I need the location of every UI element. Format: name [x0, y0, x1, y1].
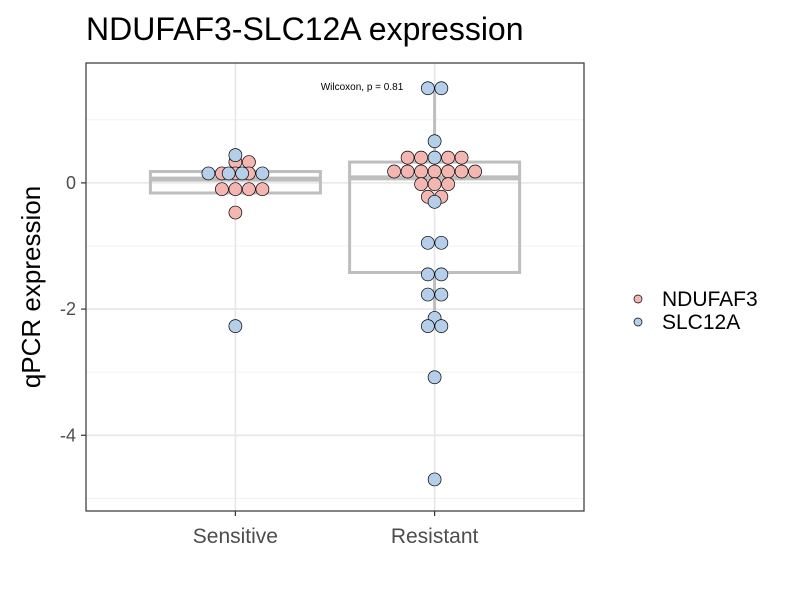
data-point-ndufaf3 — [242, 182, 256, 197]
plot-panel — [86, 63, 584, 511]
data-point-ndufaf3 — [427, 164, 442, 179]
data-point-ndufaf3 — [414, 150, 428, 165]
data-point-slc12a — [434, 235, 449, 250]
grid-minor — [86, 119, 584, 499]
data-point-ndufaf3 — [414, 164, 428, 179]
data-point-ndufaf3 — [387, 164, 401, 179]
stat-annotation: Wilcoxon, p = 0.81 — [321, 82, 404, 93]
y-tick-label: -2 — [60, 299, 76, 319]
data-point-ndufaf3 — [414, 177, 428, 191]
y-tick-label: -4 — [60, 425, 76, 445]
x-tick-label: Resistant — [391, 525, 479, 548]
data-point-slc12a — [421, 81, 435, 96]
data-point-slc12a — [434, 287, 449, 302]
legend-label-ndufaf3: NDUFAF3 — [662, 288, 758, 311]
y-tick-label: 0 — [66, 173, 76, 193]
data-point-slc12a — [201, 166, 216, 181]
data-point-slc12a — [434, 81, 449, 96]
data-point-slc12a — [421, 287, 435, 302]
data-point-slc12a — [434, 319, 449, 333]
x-tick-label: Sensitive — [193, 525, 278, 548]
data-point-ndufaf3 — [427, 177, 442, 191]
data-point-slc12a — [228, 319, 243, 333]
data-point-ndufaf3 — [441, 164, 455, 179]
data-point-slc12a — [228, 148, 243, 162]
data-point-ndufaf3 — [454, 150, 469, 165]
data-point-slc12a — [427, 472, 442, 487]
data-point-slc12a — [421, 235, 435, 250]
data-point-ndufaf3 — [441, 150, 455, 165]
data-points — [201, 81, 482, 487]
data-point-slc12a — [421, 319, 435, 333]
data-point-ndufaf3 — [215, 182, 229, 197]
data-point-ndufaf3 — [228, 205, 243, 220]
data-point-ndufaf3 — [454, 164, 469, 179]
data-point-slc12a — [421, 267, 435, 282]
data-point-ndufaf3 — [468, 164, 482, 179]
data-point-slc12a — [221, 166, 236, 181]
x-axis-ticks: Sensitive Resistant — [193, 511, 479, 548]
chart-title: NDUFAF3-SLC12A expression — [86, 11, 524, 47]
data-point-slc12a — [427, 370, 442, 385]
y-axis-ticks: -4 -2 0 — [60, 173, 86, 445]
data-point-slc12a — [427, 134, 442, 149]
data-point-slc12a — [427, 150, 442, 165]
data-point-slc12a — [427, 194, 442, 209]
data-point-ndufaf3 — [441, 177, 455, 191]
legend-key-slc12a — [633, 317, 643, 327]
legend-label-slc12a: SLC12A — [662, 311, 740, 334]
data-point-ndufaf3 — [255, 182, 270, 197]
data-point-ndufaf3 — [228, 182, 243, 197]
data-point-slc12a — [255, 166, 270, 181]
data-point-ndufaf3 — [400, 164, 415, 179]
data-point-slc12a — [235, 166, 249, 181]
y-axis-label: qPCR expression — [16, 186, 46, 388]
data-point-ndufaf3 — [400, 150, 415, 165]
data-point-slc12a — [434, 267, 449, 282]
legend-key-ndufaf3 — [633, 294, 643, 304]
plot-border — [85, 62, 585, 512]
